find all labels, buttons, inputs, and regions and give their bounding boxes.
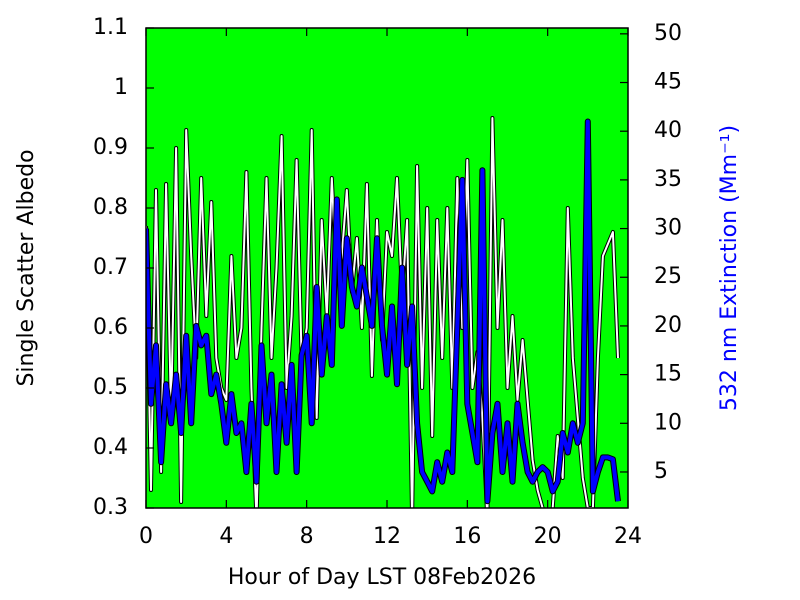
x-tick-label: 12 bbox=[373, 524, 401, 549]
y2-tick-label: 35 bbox=[654, 167, 682, 192]
x-tick-label: 20 bbox=[534, 524, 562, 549]
x-tick-label: 8 bbox=[300, 524, 314, 549]
y-tick-label: 1.1 bbox=[93, 15, 128, 40]
y2-tick-label: 15 bbox=[654, 362, 682, 387]
y2-tick-label: 10 bbox=[654, 410, 682, 435]
y-tick-label: 0.9 bbox=[93, 135, 128, 160]
y2-tick-label: 50 bbox=[654, 21, 682, 46]
y-tick-label: 1 bbox=[114, 75, 128, 100]
y2-axis-label: 532 nm Extinction (Mm⁻¹) bbox=[717, 125, 742, 411]
y2-tick-label: 5 bbox=[654, 459, 668, 484]
y-tick-label: 0.8 bbox=[93, 195, 128, 220]
y-tick-label: 0.7 bbox=[93, 255, 128, 280]
y2-tick-label: 20 bbox=[654, 313, 682, 338]
y2-tick-label: 30 bbox=[654, 216, 682, 241]
y2-tick-label: 25 bbox=[654, 264, 682, 289]
y-tick-label: 0.5 bbox=[93, 375, 128, 400]
plot-lines bbox=[146, 116, 621, 508]
x-tick-label: 0 bbox=[139, 524, 153, 549]
y-tick-label: 0.4 bbox=[93, 435, 128, 460]
y-tick-label: 0.6 bbox=[93, 315, 128, 340]
y2-tick-label: 40 bbox=[654, 118, 682, 143]
line bbox=[146, 119, 620, 504]
x-axis-label: Hour of Day LST 08Feb2026 bbox=[228, 565, 536, 590]
y-tick-label: 0.3 bbox=[93, 495, 128, 520]
y2-tick-label: 45 bbox=[654, 70, 682, 95]
x-tick-label: 24 bbox=[614, 524, 642, 549]
x-tick-label: 4 bbox=[219, 524, 233, 549]
x-tick-label: 16 bbox=[453, 524, 481, 549]
y-axis-label: Single Scatter Albedo bbox=[14, 149, 39, 386]
